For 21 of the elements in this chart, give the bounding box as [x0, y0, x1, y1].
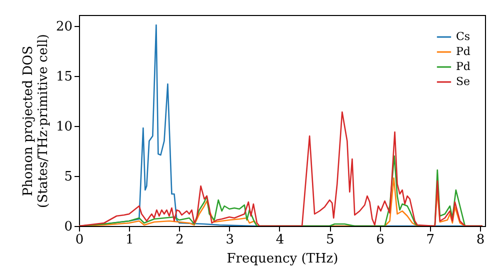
line-series: [79, 111, 484, 226]
x-tick-label: 3: [226, 232, 234, 248]
y-tick-label: 20: [56, 20, 72, 34]
legend-label: Pd: [456, 45, 470, 58]
legend-label: Pd: [456, 60, 470, 73]
y-tick-label: 15: [56, 70, 72, 84]
y-axis-title: Phonon projected DOS (States/THz·primitive cell): [20, 34, 51, 208]
x-tick-label: 4: [276, 232, 284, 248]
legend-label: Se: [456, 75, 470, 88]
x-tick-label: 1: [125, 232, 134, 248]
x-tick-label: 8: [476, 232, 485, 248]
y-tick-label: 5: [64, 170, 72, 184]
x-axis-title: Frequency (THz): [226, 252, 338, 266]
x-tick-label: 7: [426, 232, 435, 248]
legend-label: Cs: [456, 30, 470, 43]
y-tick-label: 10: [56, 120, 72, 134]
y-tick-label: 0: [64, 220, 72, 234]
x-tick-label: 5: [326, 232, 334, 248]
x-tick-label: 0: [75, 232, 84, 248]
x-tick-label: 6: [376, 232, 384, 248]
x-tick-label: 2: [176, 232, 184, 248]
